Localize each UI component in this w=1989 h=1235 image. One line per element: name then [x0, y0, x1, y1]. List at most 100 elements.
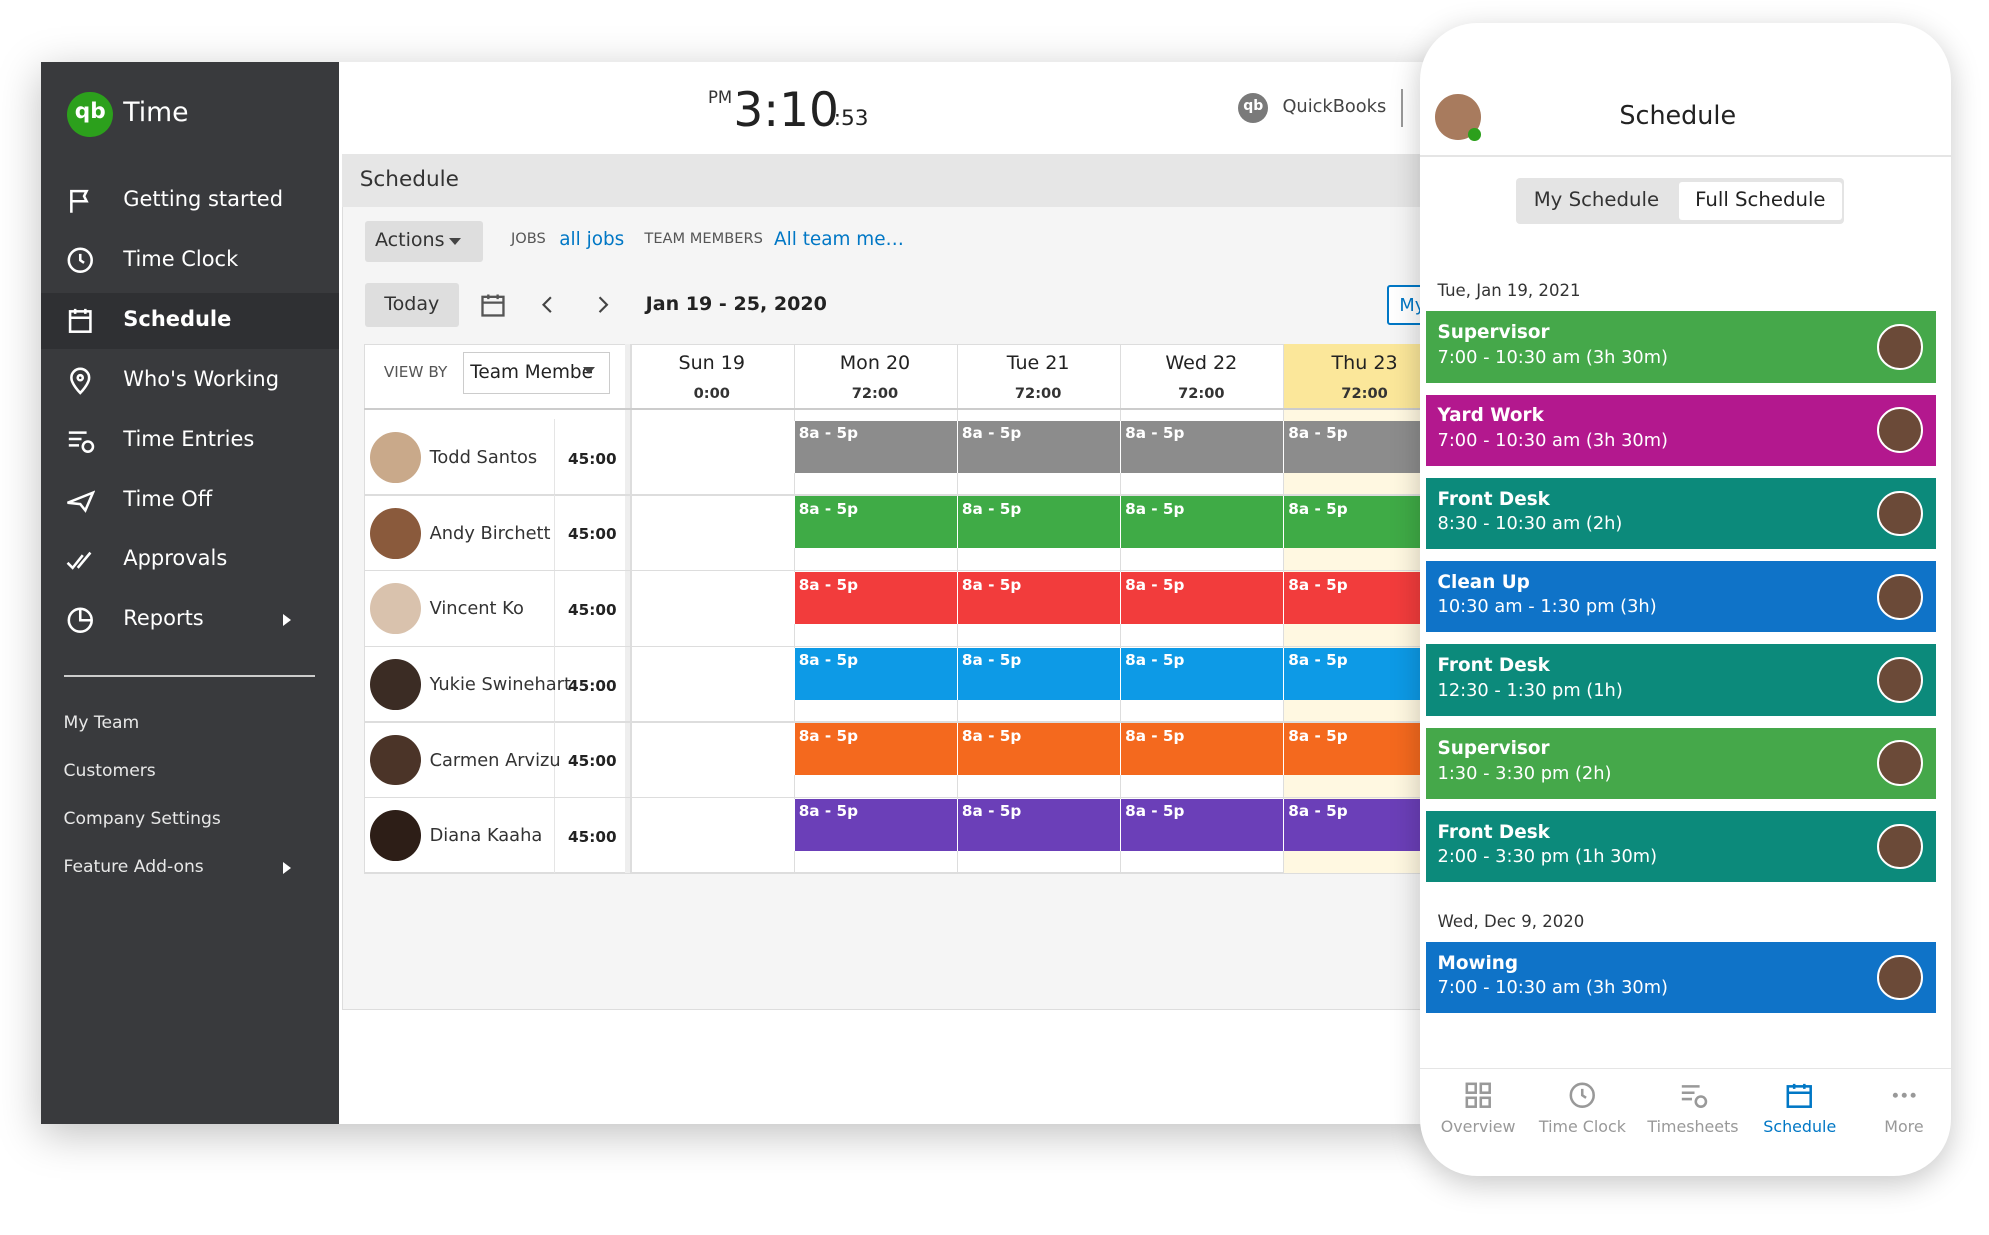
- tab[interactable]: My Schedule: [1533, 187, 1660, 211]
- shift-block[interactable]: [1120, 798, 1284, 851]
- shift-card[interactable]: [1426, 477, 1936, 550]
- shift-block[interactable]: [1120, 420, 1284, 473]
- shift-block[interactable]: [1120, 647, 1284, 700]
- shift-label[interactable]: 8a - 5p: [1125, 424, 1185, 443]
- shift-label[interactable]: 8a - 5p: [1288, 726, 1348, 745]
- shift-block[interactable]: [956, 496, 1120, 549]
- shift-card[interactable]: [1426, 311, 1936, 383]
- shift-label[interactable]: 8a - 5p: [961, 651, 1022, 670]
- shift-label[interactable]: 8a - 5p: [961, 499, 1022, 518]
- shift-label[interactable]: 8a - 5p: [798, 424, 859, 443]
- shift-block[interactable]: [793, 496, 957, 549]
- shift-block[interactable]: [1283, 420, 1420, 473]
- shift-label[interactable]: 8a - 5p: [1288, 575, 1348, 594]
- nav-item[interactable]: Getting started: [123, 187, 284, 212]
- shift-block[interactable]: [1283, 647, 1420, 700]
- secondary-nav-item[interactable]: Company Settings: [63, 809, 221, 830]
- actions-label[interactable]: Actions: [374, 229, 445, 251]
- today-label[interactable]: Today: [384, 292, 440, 315]
- shift-title[interactable]: Supervisor: [1437, 322, 1550, 344]
- shift-time[interactable]: 2:00 - 3:30 pm (1h 30m): [1437, 846, 1658, 868]
- bottom-nav-label[interactable]: Timesheets: [1647, 1116, 1739, 1136]
- nav-item[interactable]: Reports: [123, 606, 204, 631]
- shift-label[interactable]: 8a - 5p: [798, 575, 859, 594]
- shift-time[interactable]: 7:00 - 10:30 am (3h 30m): [1437, 429, 1668, 451]
- shift-block[interactable]: [956, 723, 1120, 776]
- jobs-value[interactable]: all jobs: [559, 229, 625, 251]
- bottom-nav-label[interactable]: Overview: [1440, 1116, 1516, 1136]
- shift-label[interactable]: 8a - 5p: [1288, 424, 1348, 443]
- shift-label[interactable]: 8a - 5p: [961, 575, 1022, 594]
- bottom-nav-label[interactable]: Time Clock: [1538, 1116, 1626, 1136]
- shift-block[interactable]: [1283, 571, 1420, 625]
- shift-label[interactable]: 8a - 5p: [1125, 499, 1185, 518]
- nav-item[interactable]: Time Entries: [123, 426, 255, 451]
- shift-label[interactable]: 8a - 5p: [1288, 499, 1348, 518]
- shift-card[interactable]: [1426, 810, 1936, 883]
- shift-label[interactable]: 8a - 5p: [961, 726, 1022, 745]
- shift-block[interactable]: [793, 420, 957, 473]
- shift-block[interactable]: [793, 647, 957, 700]
- shift-block[interactable]: [793, 571, 957, 625]
- shift-card[interactable]: [1426, 941, 1936, 1013]
- shift-card[interactable]: [1426, 644, 1936, 716]
- shift-label[interactable]: 8a - 5p: [1125, 802, 1185, 821]
- shift-block[interactable]: [956, 571, 1120, 625]
- shift-block[interactable]: [956, 798, 1120, 851]
- shift-label[interactable]: 8a - 5p: [798, 726, 859, 745]
- shift-label[interactable]: 8a - 5p: [961, 802, 1022, 821]
- shift-time[interactable]: 1:30 - 3:30 pm (2h): [1437, 762, 1612, 784]
- shift-block[interactable]: [956, 420, 1120, 473]
- nav-item[interactable]: Approvals: [123, 546, 228, 571]
- nav-item[interactable]: Time Off: [123, 486, 213, 511]
- view-by-value[interactable]: Team Membe: [470, 361, 593, 383]
- shift-block[interactable]: [793, 798, 957, 851]
- shift-label[interactable]: 8a - 5p: [798, 499, 859, 518]
- shift-card[interactable]: [1426, 561, 1936, 633]
- bottom-nav-label[interactable]: Schedule: [1763, 1116, 1837, 1136]
- shift-time[interactable]: 10:30 am - 1:30 pm (3h): [1437, 596, 1657, 618]
- tab[interactable]: Full Schedule: [1695, 187, 1826, 211]
- shift-title[interactable]: Front Desk: [1437, 821, 1550, 843]
- shift-label[interactable]: 8a - 5p: [1125, 575, 1185, 594]
- shift-block[interactable]: [956, 647, 1120, 700]
- nav-item[interactable]: Schedule: [123, 307, 232, 331]
- shift-time[interactable]: 7:00 - 10:30 am (3h 30m): [1437, 977, 1668, 999]
- shift-card[interactable]: [1426, 727, 1936, 799]
- shift-title[interactable]: Mowing: [1437, 952, 1519, 974]
- members-value[interactable]: All team me…: [774, 229, 904, 251]
- secondary-nav-item[interactable]: Feature Add-ons: [63, 857, 204, 878]
- shift-block[interactable]: [1120, 571, 1284, 625]
- shift-time[interactable]: 12:30 - 1:30 pm (1h): [1437, 679, 1623, 701]
- shift-label[interactable]: 8a - 5p: [1288, 651, 1348, 670]
- highlight-header: [1283, 344, 1420, 410]
- shift-label[interactable]: 8a - 5p: [798, 651, 859, 670]
- secondary-nav-item[interactable]: Customers: [63, 761, 156, 782]
- view-button-label[interactable]: My: [1399, 294, 1426, 316]
- today-button[interactable]: [364, 283, 459, 327]
- shift-block[interactable]: [1283, 798, 1420, 851]
- shift-title[interactable]: Front Desk: [1437, 488, 1550, 510]
- shift-block[interactable]: [1120, 496, 1284, 549]
- shift-title[interactable]: Clean Up: [1437, 571, 1530, 593]
- secondary-nav-item[interactable]: My Team: [63, 713, 140, 734]
- bottom-nav-label[interactable]: More: [1884, 1116, 1924, 1136]
- shift-title[interactable]: Front Desk: [1437, 655, 1550, 677]
- shift-block[interactable]: [1283, 723, 1420, 776]
- shift-label[interactable]: 8a - 5p: [1125, 651, 1185, 670]
- shift-block[interactable]: [793, 723, 957, 776]
- nav-item[interactable]: Who's Working: [123, 366, 280, 391]
- shift-label[interactable]: 8a - 5p: [1125, 726, 1185, 745]
- actions-button[interactable]: [364, 221, 483, 262]
- nav-item[interactable]: Time Clock: [123, 247, 239, 272]
- shift-label[interactable]: 8a - 5p: [961, 424, 1022, 443]
- shift-block[interactable]: [1283, 496, 1420, 549]
- shift-title[interactable]: Supervisor: [1437, 738, 1550, 760]
- shift-time[interactable]: 7:00 - 10:30 am (3h 30m): [1437, 346, 1668, 368]
- shift-card[interactable]: [1426, 394, 1936, 466]
- shift-label[interactable]: 8a - 5p: [798, 802, 859, 821]
- shift-time[interactable]: 8:30 - 10:30 am (2h): [1437, 513, 1623, 535]
- shift-title[interactable]: Yard Work: [1437, 405, 1544, 427]
- shift-label[interactable]: 8a - 5p: [1288, 802, 1348, 821]
- shift-block[interactable]: [1120, 723, 1284, 776]
